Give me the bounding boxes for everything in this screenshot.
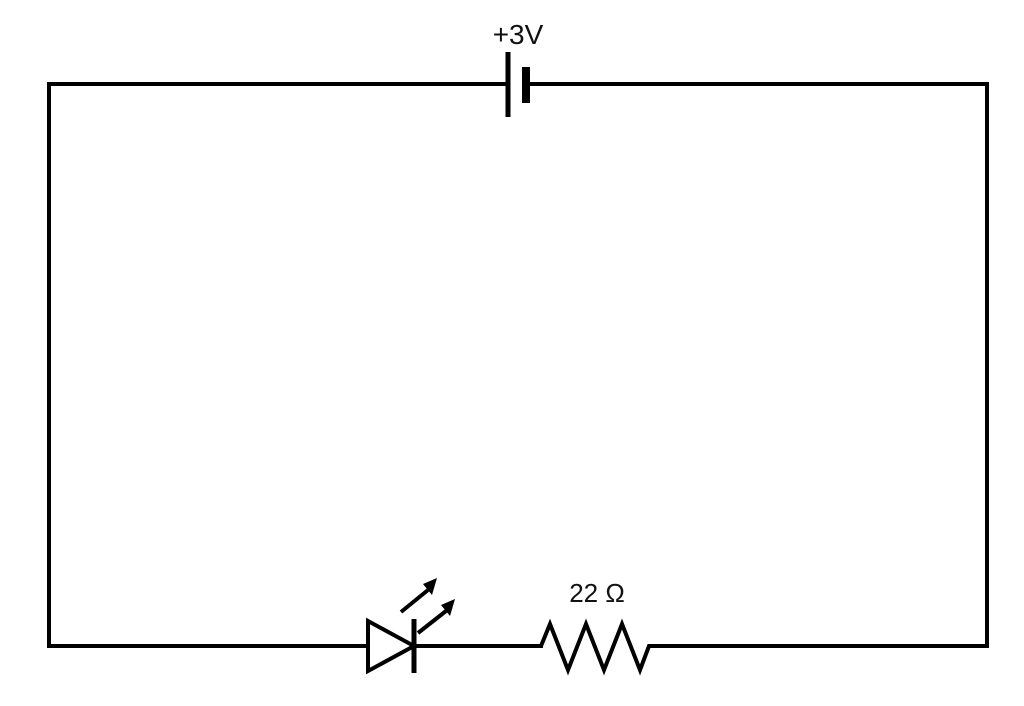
battery-label: +3V [493,19,544,50]
led-symbol [366,578,455,675]
resistor-label: 22 Ω [569,578,625,608]
led-triangle [366,617,419,675]
battery-symbol [505,52,530,117]
resistor-symbol [539,618,655,676]
led-light-arrows [399,578,455,635]
